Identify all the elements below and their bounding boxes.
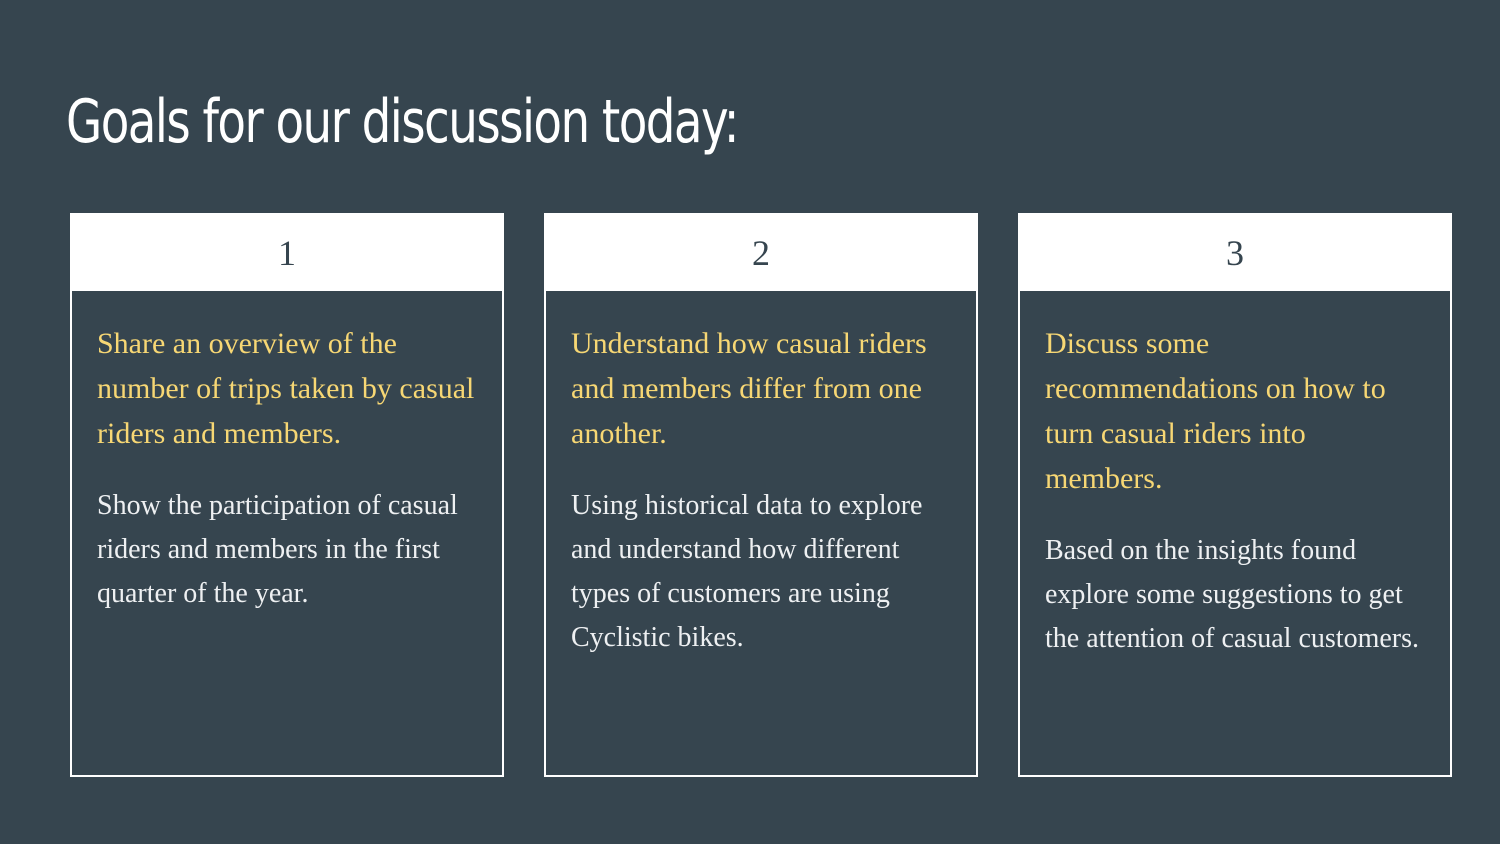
goal-card-2: 2 Understand how casual riders and membe… bbox=[544, 213, 978, 777]
goal-card-body: Understand how casual riders and members… bbox=[546, 291, 976, 660]
goal-card-body: Share an overview of the number of trips… bbox=[72, 291, 502, 616]
goal-card-text: Based on the insights found explore some… bbox=[1045, 535, 1419, 654]
goal-card-number: 2 bbox=[546, 215, 976, 291]
goal-card-heading: Discuss some recommendations on how to t… bbox=[1045, 327, 1386, 495]
slide-title: Goals for our discussion today: bbox=[66, 87, 740, 157]
goal-card-1: 1 Share an overview of the number of tri… bbox=[70, 213, 504, 777]
goal-card-body: Discuss some recommendations on how to t… bbox=[1020, 291, 1450, 661]
goal-card-3: 3 Discuss some recommendations on how to… bbox=[1018, 213, 1452, 777]
goal-card-heading: Understand how casual riders and members… bbox=[571, 327, 927, 450]
goal-card-heading: Share an overview of the number of trips… bbox=[97, 327, 475, 450]
goal-card-number: 1 bbox=[72, 215, 502, 291]
goal-card-number: 3 bbox=[1020, 215, 1450, 291]
goal-card-text: Using historical data to explore and und… bbox=[571, 490, 923, 653]
goal-card-text: Show the participation of casual riders … bbox=[97, 490, 458, 609]
